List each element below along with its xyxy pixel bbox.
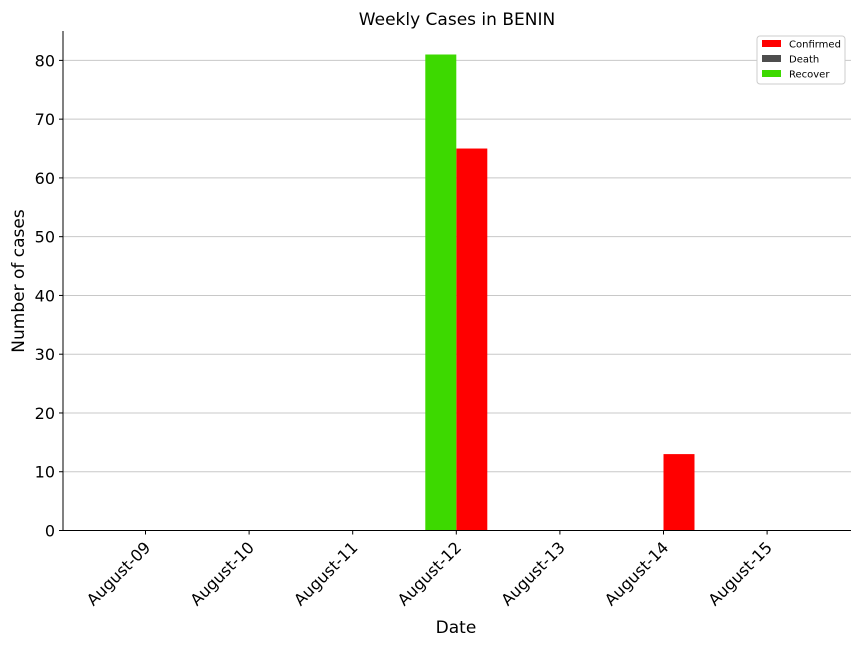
y-axis-title: Number of cases [9, 209, 29, 353]
x-tick-label: August-09 [83, 538, 155, 610]
x-axis-title: Date [436, 618, 477, 638]
y-tick-label: 50 [35, 228, 55, 247]
bar-recover-august-12 [425, 54, 457, 531]
x-tick-label: August-15 [704, 538, 776, 610]
legend-swatch-death [762, 55, 781, 62]
legend-swatch-recover [762, 70, 781, 77]
legend-label-confirmed: Confirmed [789, 40, 841, 51]
y-tick-label: 30 [35, 345, 55, 364]
x-tick-label: August-14 [601, 538, 673, 610]
y-ticks: 0 10 20 30 40 50 60 70 80 [35, 51, 63, 541]
bar-confirmed-august-14 [663, 454, 695, 531]
y-tick-label: 60 [35, 169, 55, 188]
legend: Confirmed Death Recover [756, 35, 846, 85]
y-tick-label: 10 [35, 463, 55, 482]
y-tick-label: 40 [35, 286, 55, 305]
y-tick-label: 80 [35, 51, 55, 70]
legend-label-recover: Recover [789, 70, 830, 81]
chart-title: Weekly Cases in BENIN [359, 10, 555, 30]
legend-swatch-confirmed [762, 40, 781, 47]
bar-confirmed-august-12 [456, 148, 488, 531]
bars [425, 54, 695, 531]
x-tick-label: August-11 [290, 538, 362, 610]
y-tick-label: 70 [35, 110, 55, 129]
y-tick-label: 0 [45, 522, 55, 541]
x-tick-label: August-10 [186, 538, 258, 610]
legend-label-death: Death [789, 55, 819, 66]
x-tick-label: August-13 [497, 538, 569, 610]
x-tick-label: August-12 [394, 538, 466, 610]
y-tick-label: 20 [35, 404, 55, 423]
axes [62, 31, 851, 531]
x-ticks: August-09 August-10 August-11 August-12 Augu… [83, 530, 776, 610]
